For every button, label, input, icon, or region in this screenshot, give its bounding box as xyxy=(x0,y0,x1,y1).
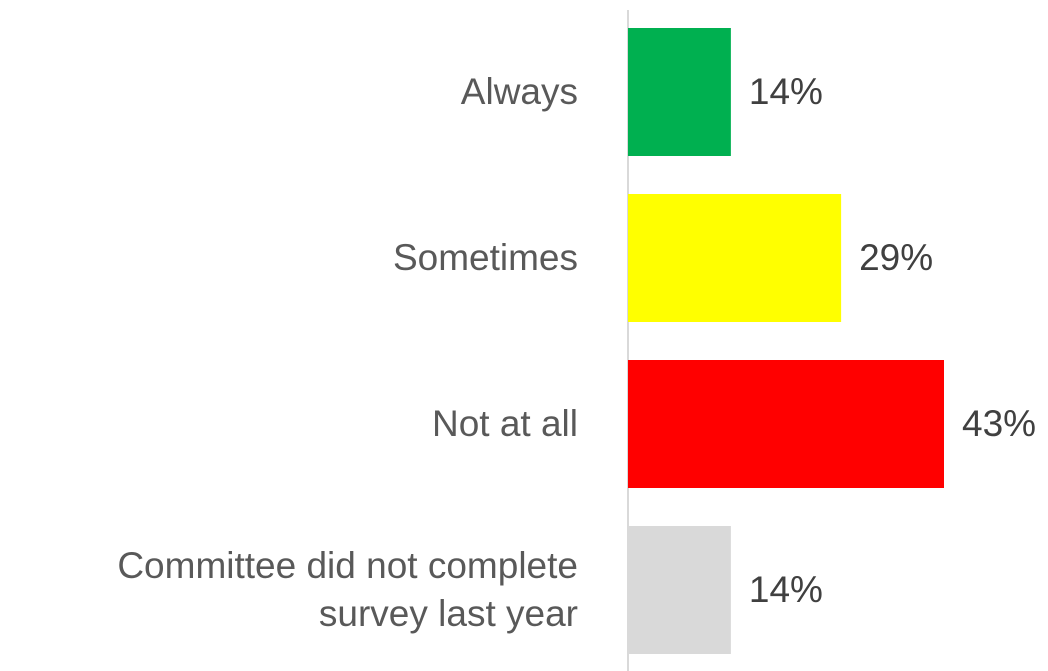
category-label-3: Committee did not complete survey last y… xyxy=(117,545,578,634)
bar-1 xyxy=(628,194,842,322)
value-label-1: 29% xyxy=(859,237,934,278)
bar-3 xyxy=(628,526,731,654)
value-label-0: 14% xyxy=(748,71,823,112)
value-label-3: 14% xyxy=(748,569,823,610)
category-label-2: Not at all xyxy=(431,403,578,444)
bar-2 xyxy=(628,360,944,488)
category-label-1: Sometimes xyxy=(392,237,578,278)
category-label-0: Always xyxy=(460,71,578,112)
bar-0 xyxy=(628,28,731,156)
value-label-2: 43% xyxy=(962,403,1037,444)
